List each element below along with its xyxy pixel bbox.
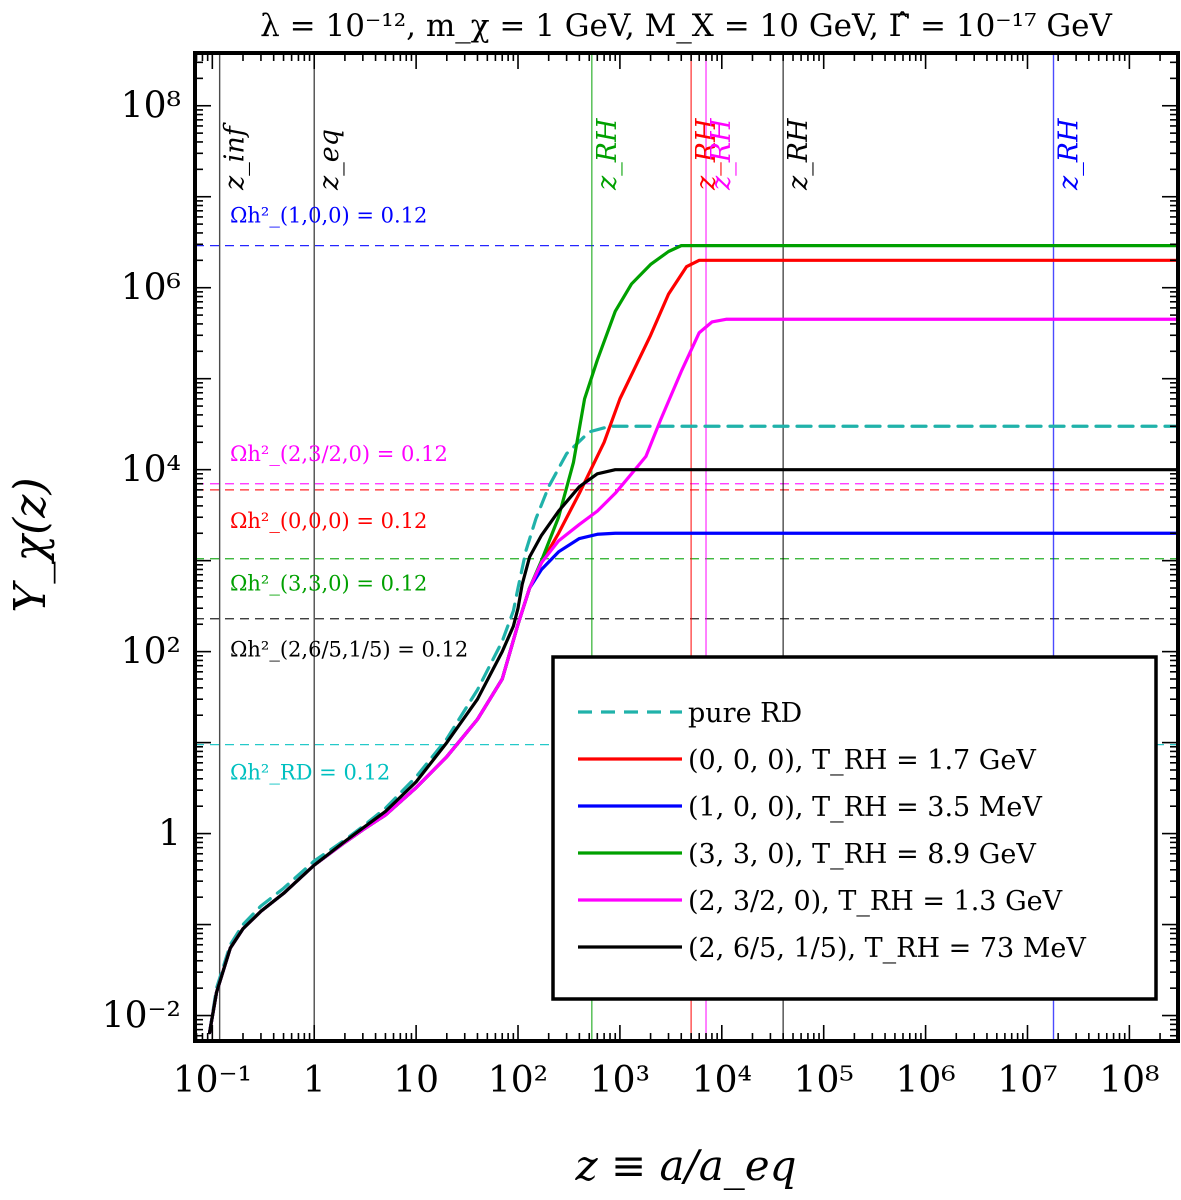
legend: pure RD (0, 0, 0), T_RH = 1.7 GeV (1, 0, 0… <box>551 655 1158 1001</box>
legend-entry-label: (1, 0, 0), T_RH = 3.5 MeV <box>688 792 1042 823</box>
x-tick-label: 10⁶ <box>895 1060 955 1101</box>
x-tick-label: 10⁷ <box>997 1060 1057 1101</box>
y-axis-label: Y_χ(z) <box>5 477 56 612</box>
series-line <box>207 468 1178 1035</box>
legend-entry-label: (3, 3, 0), T_RH = 8.9 GeV <box>688 839 1036 870</box>
reference-hline-label: Ωh²_(1,0,0) = 0.12 <box>230 204 427 228</box>
reference-hline-label: Ωh²_(0,0,0) = 0.12 <box>230 509 427 533</box>
reference-vline-label: z_RH <box>1053 118 1084 191</box>
reference-vline-label: z_RH <box>592 118 623 191</box>
legend-entry-label: (2, 3/2, 0), T_RH = 1.3 GeV <box>688 886 1063 917</box>
y-tick-label: 10⁶ <box>121 268 181 309</box>
reference-vline-label: z_RH <box>706 118 737 191</box>
reference-hline-label: Ωh²_(2,6/5,1/5) = 0.12 <box>230 638 468 662</box>
legend-entry-label: pure RD <box>688 698 802 729</box>
y-tick-label: 1 <box>158 814 181 855</box>
series-line <box>207 424 1178 1035</box>
reference-lines-vertical <box>218 53 1055 1041</box>
reference-hline-label: Ωh²_(3,3,0) = 0.12 <box>230 572 427 596</box>
legend-box <box>551 655 1158 1001</box>
y-tick-label: 10⁴ <box>121 450 181 491</box>
legend-entry-label: (2, 6/5, 1/5), T_RH = 73 MeV <box>688 933 1086 964</box>
x-tick-label: 10⁸ <box>1099 1060 1159 1101</box>
plot-frame <box>193 51 1180 1043</box>
x-tick-label: 10⁻¹ <box>173 1060 252 1101</box>
x-tick-label: 10³ <box>590 1060 650 1101</box>
x-tick-label: 1 <box>303 1060 326 1101</box>
axis-ticks: 10⁻¹ 1 10 10² 10³ 10⁴ 10⁵ 10⁶ 10⁷ 10⁸ 10⁻² 1 10² 10⁴ 1… <box>102 53 1179 1101</box>
reference-hline-label: Ωh²_RD = 0.12 <box>230 761 390 785</box>
x-tick-label: 10⁵ <box>794 1060 854 1101</box>
x-tick-label: 10 <box>393 1060 439 1101</box>
y-tick-label: 10⁸ <box>121 86 181 127</box>
reference-vline-label: z_inf <box>220 122 251 191</box>
reference-vline-label: z_RH <box>783 118 814 191</box>
x-tick-label: 10² <box>488 1060 548 1101</box>
annotation-labels: Ωh²_(1,0,0) = 0.12 Ωh²_(2,3/2,0) = 0.12 Ωh… <box>220 118 1085 785</box>
reference-vline-label: z_RH <box>691 118 722 191</box>
chart-title: λ = 10⁻¹², m_χ = 1 GeV, M_X = 10 GeV, Γ̂… <box>260 8 1112 44</box>
y-tick-label: 10² <box>121 632 181 673</box>
reference-hline-label: Ωh²_(2,3/2,0) = 0.12 <box>230 442 448 466</box>
data-series <box>207 244 1178 1035</box>
x-tick-label: 10⁴ <box>692 1060 752 1101</box>
reference-vline-label: z_eq <box>314 129 345 191</box>
y-tick-label: 10⁻² <box>102 996 181 1037</box>
x-axis-label: z ≡ a/a_eq <box>575 1141 797 1190</box>
legend-entry-label: (0, 0, 0), T_RH = 1.7 GeV <box>688 745 1036 776</box>
